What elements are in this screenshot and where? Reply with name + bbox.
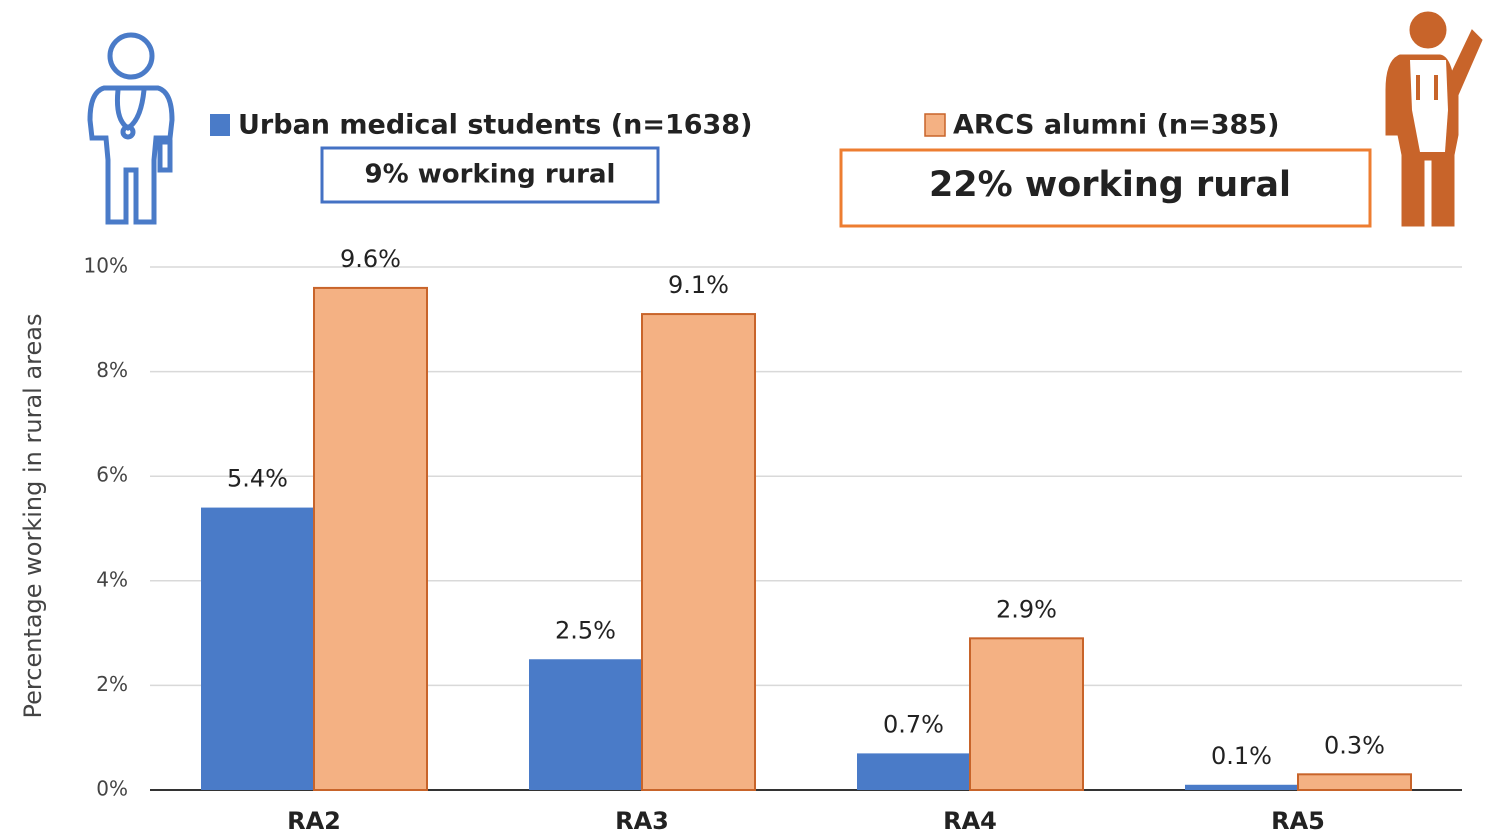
y-tick-label: 2%	[96, 672, 128, 696]
bar	[1297, 773, 1412, 791]
bar	[857, 753, 970, 790]
y-tick-label: 10%	[84, 254, 128, 278]
y-tick-label: 6%	[96, 463, 128, 487]
legend-swatch	[210, 114, 230, 136]
x-tick-label: RA3	[615, 807, 669, 835]
value-label: 9.6%	[340, 245, 401, 273]
bar	[201, 507, 314, 790]
annotation-box	[320, 146, 660, 204]
value-label: 0.3%	[1324, 731, 1385, 759]
value-label: 9.1%	[668, 271, 729, 299]
y-tick-label: 8%	[96, 358, 128, 382]
x-tick-label: RA4	[943, 807, 997, 835]
value-label: 0.1%	[1211, 742, 1272, 770]
arcs-alumni-icon	[1385, 11, 1483, 227]
value-label: 5.4%	[227, 465, 288, 493]
bar	[1185, 784, 1298, 790]
value-label: 2.9%	[996, 595, 1057, 623]
legend-label: ARCS alumni (n=385)	[953, 110, 1279, 141]
y-tick-label: 0%	[96, 777, 128, 801]
bar	[641, 313, 756, 791]
legend-label: Urban medical students (n=1638)	[238, 110, 752, 141]
x-tick-label: RA2	[287, 807, 341, 835]
bar	[529, 659, 642, 790]
annotation: 9% working rural	[365, 160, 616, 190]
annotation-box	[839, 148, 1372, 228]
x-tick-label: RA5	[1271, 807, 1325, 835]
legend-swatch	[924, 113, 946, 137]
value-label: 0.7%	[883, 710, 944, 738]
value-label: 2.5%	[555, 616, 616, 644]
urban-student-icon	[87, 32, 175, 225]
y-tick-label: 4%	[96, 567, 128, 591]
y-axis-title: Percentage working in rural areas	[19, 314, 47, 719]
bar	[313, 286, 428, 791]
annotation: 22% working rural	[929, 165, 1291, 205]
bar	[969, 637, 1084, 792]
